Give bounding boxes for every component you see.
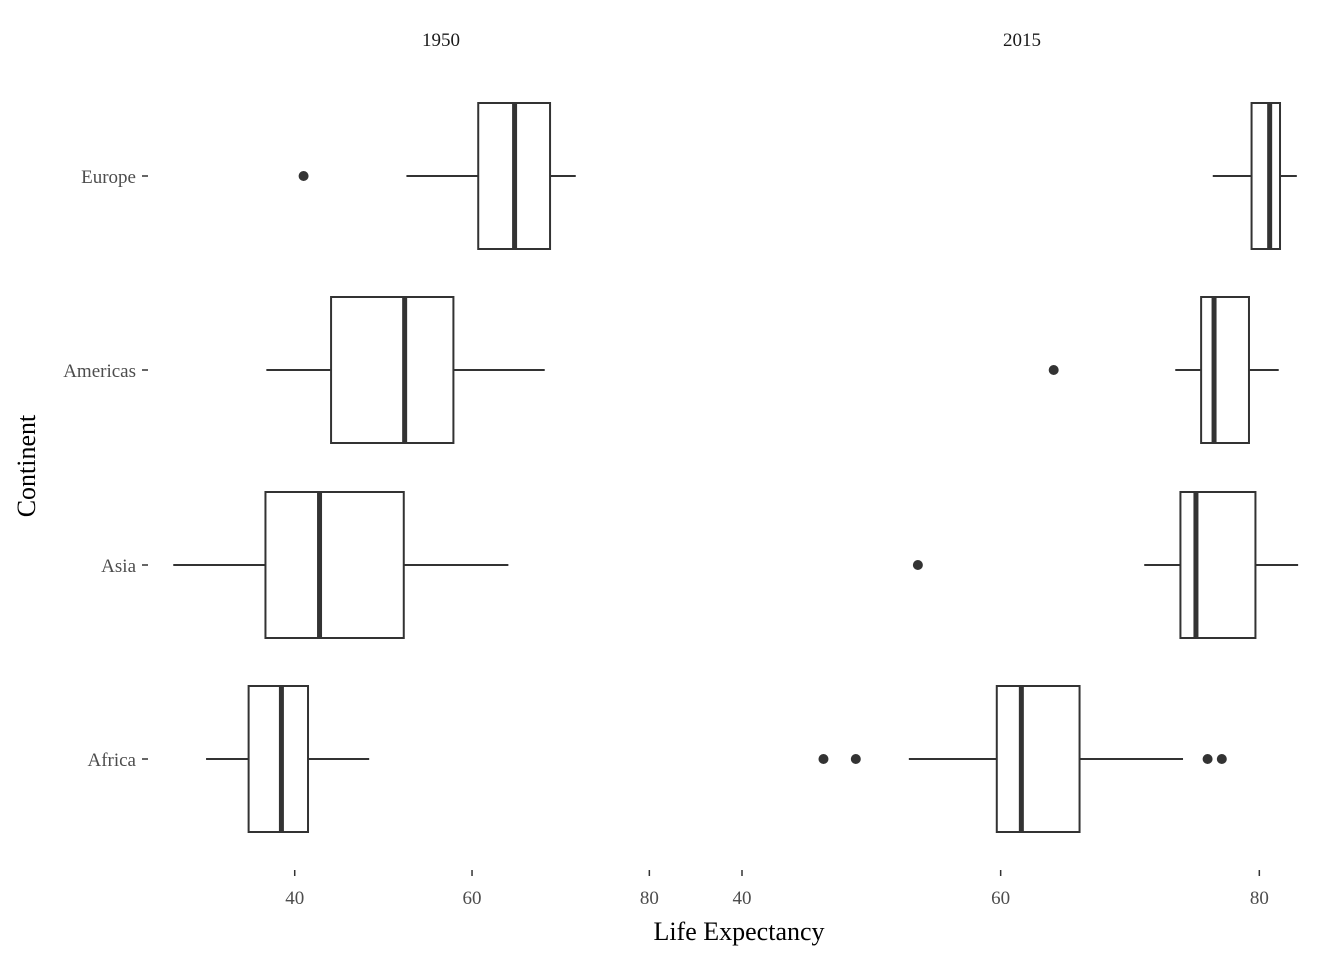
boxplot-2015-europe <box>1212 102 1297 250</box>
x-tick-label: 60 <box>463 888 482 909</box>
boxplot-2015-africa <box>818 685 1227 833</box>
y-tick-label: Asia <box>101 556 136 577</box>
y-axis-title: Continent <box>12 414 41 517</box>
boxplot-1950-europe <box>298 102 576 250</box>
x-tick-label: 40 <box>733 888 752 909</box>
boxplot-1950-americas <box>266 296 545 444</box>
outlier-point <box>850 754 861 764</box>
facet-label: 1950 <box>422 30 460 51</box>
x-axis-title: Life Expectancy <box>653 917 824 946</box>
box-iqr <box>1250 102 1282 250</box>
x-tick-label: 60 <box>991 888 1010 909</box>
box-iqr <box>330 296 455 444</box>
y-tick-label: Africa <box>87 750 136 771</box>
outlier-point <box>1202 754 1213 764</box>
y-tick-label: Europe <box>81 167 136 188</box>
box-iqr <box>995 685 1081 833</box>
x-tick-label: 40 <box>285 888 304 909</box>
box-iqr <box>247 685 310 833</box>
box-iqr <box>264 491 405 639</box>
y-tick-label: Americas <box>63 361 136 382</box>
boxplot-1950-africa <box>206 685 370 833</box>
boxplot-2015-asia <box>912 491 1299 639</box>
boxplot-1950-asia <box>173 491 509 639</box>
outlier-point <box>912 560 923 570</box>
x-tick-label: 80 <box>640 888 659 909</box>
box-iqr <box>1200 296 1250 444</box>
boxplot-2015-americas <box>1048 296 1279 444</box>
outlier-point <box>298 171 309 181</box>
box-iqr <box>1179 491 1257 639</box>
outlier-point <box>1216 754 1227 764</box>
facet-label: 2015 <box>1003 30 1041 51</box>
outlier-point <box>1048 365 1059 375</box>
x-tick-label: 80 <box>1250 888 1269 909</box>
outlier-point <box>818 754 829 764</box>
